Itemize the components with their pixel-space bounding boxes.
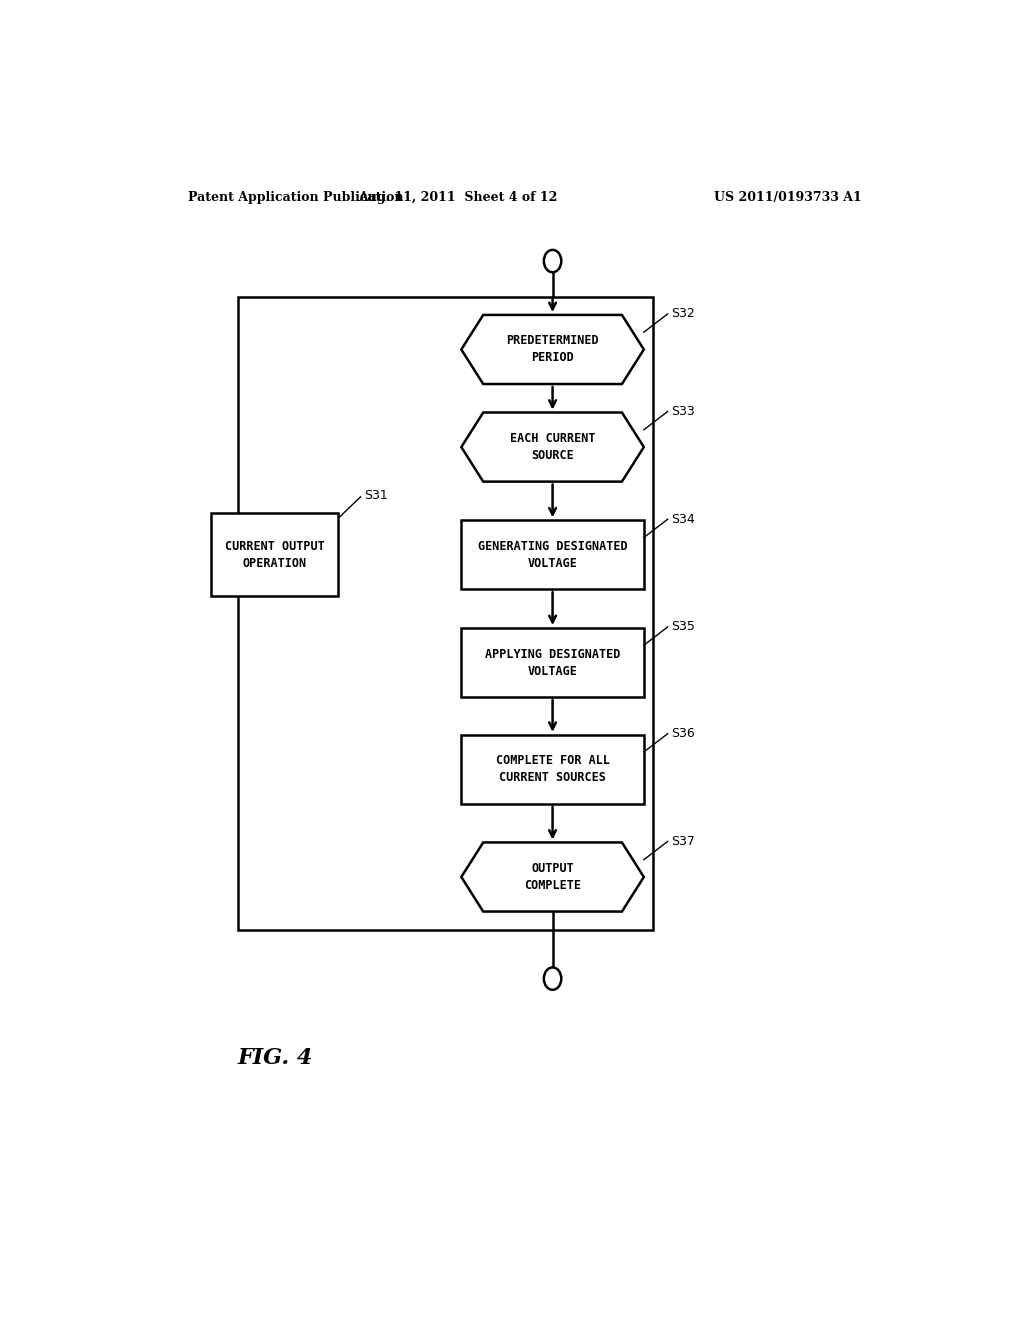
Text: CURRENT OUTPUT
OPERATION: CURRENT OUTPUT OPERATION: [225, 540, 325, 570]
FancyBboxPatch shape: [462, 520, 644, 589]
Text: COMPLETE FOR ALL
CURRENT SOURCES: COMPLETE FOR ALL CURRENT SOURCES: [496, 754, 609, 784]
FancyBboxPatch shape: [462, 628, 644, 697]
FancyBboxPatch shape: [462, 735, 644, 804]
Text: S34: S34: [671, 512, 694, 525]
Text: S31: S31: [364, 490, 387, 503]
Text: APPLYING DESIGNATED
VOLTAGE: APPLYING DESIGNATED VOLTAGE: [485, 648, 621, 677]
Text: Patent Application Publication: Patent Application Publication: [187, 190, 403, 203]
Polygon shape: [462, 315, 644, 384]
Polygon shape: [462, 412, 644, 482]
FancyBboxPatch shape: [211, 513, 338, 597]
Text: OUTPUT
COMPLETE: OUTPUT COMPLETE: [524, 862, 581, 892]
Polygon shape: [462, 842, 644, 912]
Text: S36: S36: [671, 727, 694, 741]
Text: GENERATING DESIGNATED
VOLTAGE: GENERATING DESIGNATED VOLTAGE: [478, 540, 628, 570]
Text: US 2011/0193733 A1: US 2011/0193733 A1: [715, 190, 862, 203]
Text: PREDETERMINED
PERIOD: PREDETERMINED PERIOD: [506, 334, 599, 364]
Text: S37: S37: [671, 836, 694, 847]
Text: EACH CURRENT
SOURCE: EACH CURRENT SOURCE: [510, 432, 595, 462]
Text: S33: S33: [671, 405, 694, 418]
Text: S32: S32: [671, 308, 694, 321]
Text: S35: S35: [671, 620, 694, 634]
Text: Aug. 11, 2011  Sheet 4 of 12: Aug. 11, 2011 Sheet 4 of 12: [357, 190, 557, 203]
Text: FIG. 4: FIG. 4: [238, 1047, 312, 1069]
